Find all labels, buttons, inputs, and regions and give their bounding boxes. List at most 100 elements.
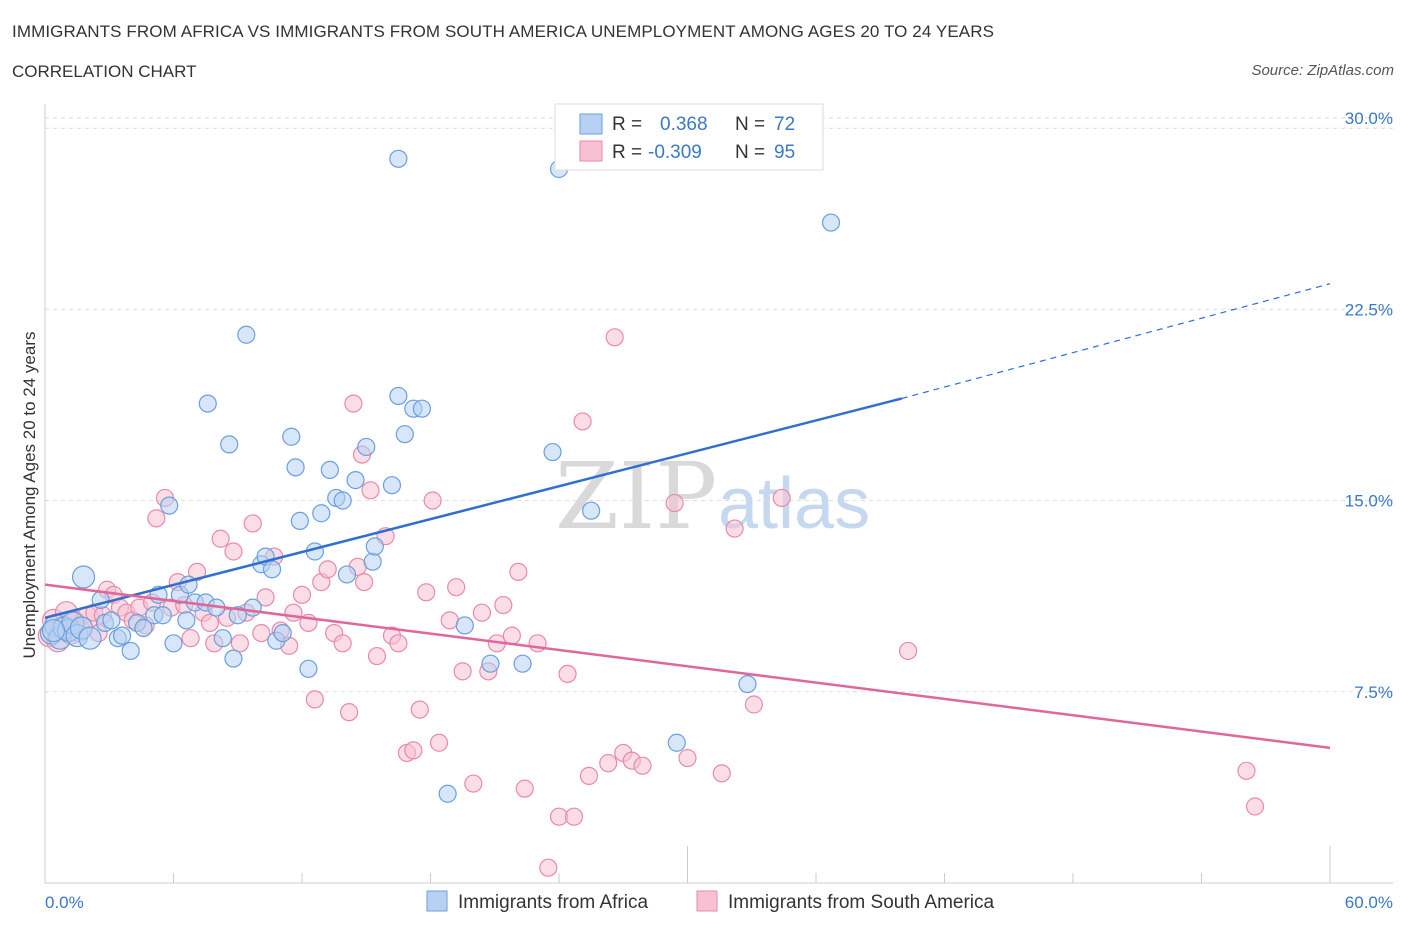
south-america-point (187, 562, 207, 582)
africa-point (286, 458, 305, 477)
legend-africa-n-value: 72 (774, 114, 795, 135)
south-america-point (256, 588, 275, 607)
south-america-point (1237, 761, 1256, 780)
legend-africa-r-label: R = (612, 114, 642, 135)
south-america-point (230, 634, 249, 653)
africa-point (160, 496, 179, 515)
south-america-point (515, 779, 534, 798)
africa-point (41, 618, 66, 643)
africa-point (153, 606, 172, 625)
africa-point (455, 616, 474, 635)
chart-subtitle: CORRELATION CHART (12, 62, 197, 81)
chart-title: IMMIGRANTS FROM AFRICA VS IMMIGRANTS FRO… (12, 22, 995, 41)
source-credit: Source: ZipAtlas.com (1251, 62, 1394, 79)
south-america-point (509, 562, 528, 582)
south-america-point (340, 703, 359, 722)
legend-sa-swatch (579, 140, 603, 162)
africa-point (389, 386, 408, 406)
legend-top: R = 0.368 N = 72 R = -0.309 N = 95 (554, 103, 824, 171)
south-america-point (573, 412, 592, 431)
africa-point (102, 611, 121, 630)
africa-point (337, 565, 357, 584)
africa-point (121, 641, 140, 661)
legend-sa-n-value: 95 (774, 142, 795, 163)
south-america-point (744, 695, 763, 714)
south-america-point (389, 634, 408, 653)
africa-point (262, 560, 282, 579)
watermark: ZIP atlas (555, 443, 870, 550)
south-america-point (502, 626, 521, 645)
south-america-point (367, 646, 387, 666)
south-america-point (564, 807, 584, 826)
south-america-point (472, 603, 491, 622)
legend-bottom-africa-label: Immigrants from Africa (458, 892, 648, 913)
y-tick-labels: 7.5% 15.0% 22.5% 30.0% (1345, 109, 1393, 702)
africa-point (821, 213, 841, 232)
africa-point (667, 733, 686, 752)
south-america-point (453, 662, 472, 681)
africa-point (346, 471, 365, 490)
africa-point (134, 618, 153, 638)
africa-point (220, 435, 239, 454)
south-america-point (181, 629, 200, 648)
south-america-point (772, 488, 791, 508)
south-america-point (292, 585, 312, 604)
trend-lines (44, 283, 1331, 750)
africa-point (395, 425, 414, 444)
africa-point (320, 460, 339, 479)
legend-sa-r-label: R = (612, 142, 642, 163)
y-axis-label: Unemployment Among Ages 20 to 24 years (20, 332, 39, 659)
south-america-point (1245, 797, 1265, 816)
south-america-point (539, 858, 558, 877)
africa-point (213, 629, 232, 648)
x-tick-label-min: 0.0% (45, 893, 84, 912)
axes (44, 104, 1393, 884)
africa-point (243, 598, 262, 617)
africa-trend-extension (901, 283, 1331, 400)
africa-point (738, 674, 757, 694)
africa-point (481, 654, 500, 673)
africa-point (363, 552, 382, 571)
south-america-point (633, 756, 652, 775)
africa-point (71, 565, 96, 589)
south-america-point (224, 542, 243, 561)
south-america-point (725, 519, 744, 538)
south-america-point (410, 700, 429, 719)
south-america-point (305, 690, 324, 709)
africa-point (357, 437, 376, 457)
legend-africa-swatch (579, 113, 603, 135)
legend-bottom-africa-swatch (426, 890, 448, 912)
south-america-point (528, 634, 547, 653)
africa-point (112, 626, 132, 645)
south-america-point (355, 572, 374, 592)
y-tick-label: 7.5% (1354, 683, 1393, 702)
south-america-point (318, 560, 337, 579)
legend-bottom: Immigrants from Africa Immigrants from S… (426, 890, 995, 913)
africa-point (312, 504, 331, 523)
south-america-point (361, 481, 380, 500)
south-america-point (447, 578, 466, 597)
africa-point (438, 784, 457, 803)
legend-africa-r-value: 0.368 (660, 114, 708, 135)
africa-trend-line (44, 397, 902, 620)
legend-bottom-sa-label: Immigrants from South America (728, 892, 995, 913)
south-america-point (344, 394, 363, 413)
africa-point (299, 659, 318, 678)
africa-point (198, 394, 217, 413)
y-tick-label: 30.0% (1345, 109, 1393, 128)
africa-point (237, 325, 256, 344)
africa-point (382, 476, 402, 495)
africa-point (228, 606, 247, 625)
south-america-trend-line (44, 583, 1331, 750)
south-america-point (211, 529, 230, 548)
legend-sa-n-label: N = (735, 142, 765, 163)
south-america-point (404, 741, 423, 760)
africa-point (273, 623, 292, 643)
africa-point (582, 501, 601, 520)
africa-point (412, 399, 432, 418)
africa-point (365, 537, 384, 556)
africa-points (39, 149, 841, 803)
south-america-point (898, 641, 918, 661)
south-america-point (252, 623, 271, 643)
